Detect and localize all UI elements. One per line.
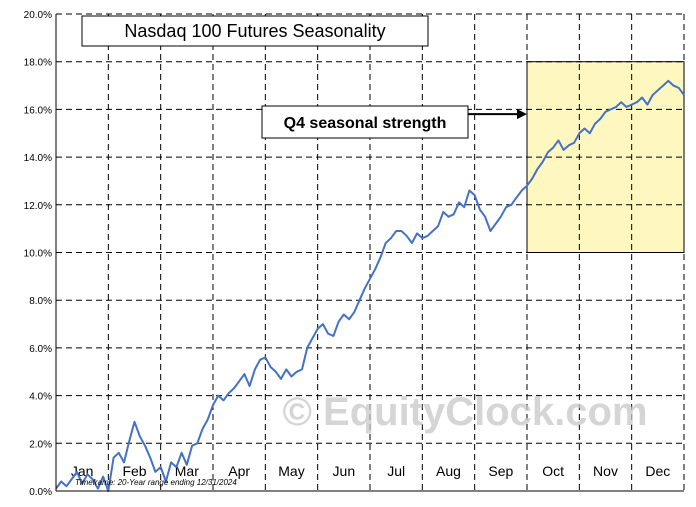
- y-tick-label: 20.0%: [24, 10, 52, 21]
- y-tick-label: 8.0%: [29, 296, 52, 307]
- x-axis-ticks: Jan Feb Mar Apr May Jun Jul Aug Sep Oct Nov Dec: [71, 463, 670, 479]
- annotation-arrowhead: [517, 109, 527, 120]
- x-tick-label: Aug: [436, 463, 461, 479]
- seasonality-line: [55, 79, 685, 492]
- y-tick-label: 4.0%: [29, 392, 52, 403]
- x-tick-label: Oct: [542, 463, 564, 479]
- chart-title: Nasdaq 100 Futures Seasonality: [124, 21, 385, 41]
- y-tick-label: 10.0%: [24, 249, 52, 260]
- y-tick-label: 16.0%: [24, 105, 52, 116]
- x-tick-label: Mar: [175, 463, 199, 479]
- x-tick-label: Apr: [228, 463, 250, 479]
- y-axis-ticks: 0.0% 2.0% 4.0% 6.0% 8.0% 10.0% 12.0% 14.0% 16.0%…: [24, 10, 52, 498]
- grid-lines: [56, 13, 685, 491]
- y-tick-label: 14.0%: [24, 153, 52, 164]
- x-tick-label: Jul: [387, 463, 405, 479]
- x-tick-label: Jun: [333, 463, 356, 479]
- y-tick-label: 2.0%: [29, 439, 52, 450]
- y-tick-label: 6.0%: [29, 344, 52, 355]
- timeframe-footnote: Timeframe: 20-Year range ending 12/31/20…: [75, 478, 237, 487]
- x-tick-label: May: [278, 463, 304, 479]
- y-tick-label: 0.0%: [29, 487, 52, 498]
- annotation-box: [261, 105, 469, 139]
- x-tick-label: Sep: [488, 463, 513, 479]
- x-tick-label: Dec: [645, 463, 670, 479]
- y-tick-label: 12.0%: [24, 201, 52, 212]
- x-tick-label: Nov: [593, 463, 618, 479]
- title-box: [81, 15, 429, 47]
- annotation-text: Q4 seasonal strength: [284, 115, 447, 132]
- y-tick-label: 18.0%: [24, 58, 52, 69]
- x-tick-label: Feb: [122, 463, 146, 479]
- watermark-text: © EquityClock.com: [282, 390, 647, 434]
